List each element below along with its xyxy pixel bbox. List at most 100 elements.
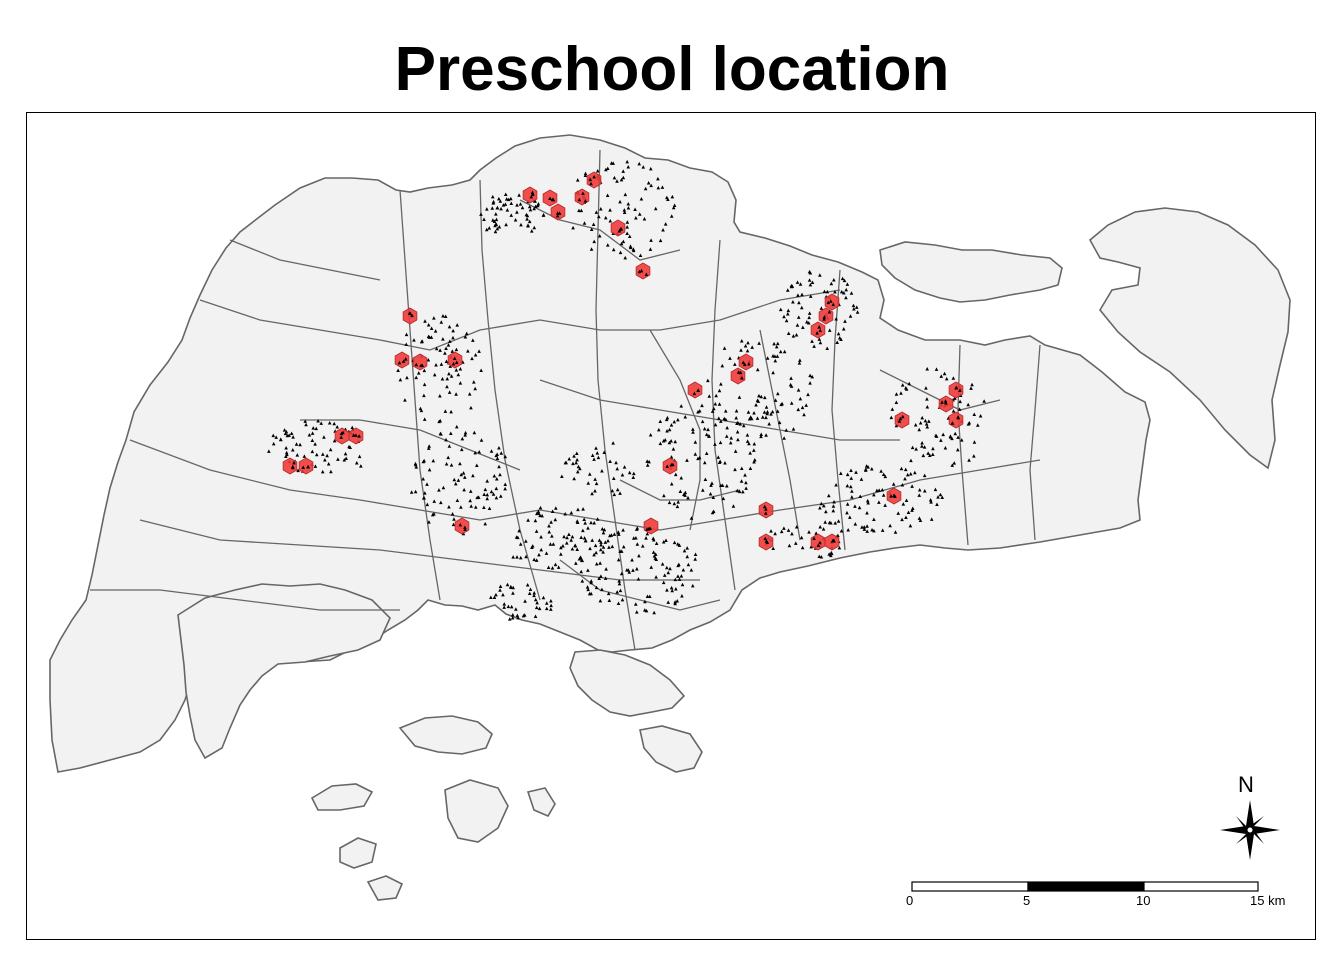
preschool-point <box>493 223 497 228</box>
preschool-point <box>596 455 601 460</box>
preschool-point <box>611 161 615 165</box>
preschool-point <box>849 291 854 295</box>
preschool-point <box>815 331 819 335</box>
preschool-point <box>634 215 638 220</box>
preschool-point <box>495 205 500 210</box>
preschool-point <box>503 482 508 486</box>
preschool-point <box>535 600 539 605</box>
cluster-hotspot <box>687 381 703 399</box>
preschool-point <box>786 308 791 313</box>
preschool-point <box>572 454 576 458</box>
preschool-point <box>731 504 736 508</box>
preschool-point <box>833 521 838 525</box>
preschool-point <box>594 550 598 555</box>
preschool-point <box>648 247 653 251</box>
preschool-point <box>447 444 452 448</box>
preschool-point <box>747 417 752 421</box>
preschool-point <box>434 346 439 351</box>
preschool-point <box>590 538 595 542</box>
preschool-point <box>458 461 462 466</box>
preschool-point <box>696 388 701 392</box>
preschool-point <box>896 511 901 515</box>
preschool-point <box>670 588 674 593</box>
preschool-point <box>336 457 340 461</box>
preschool-point <box>798 396 803 401</box>
preschool-point <box>444 359 449 364</box>
preschool-point <box>849 476 854 480</box>
preschool-point <box>517 528 521 533</box>
preschool-point <box>708 492 713 496</box>
preschool-point <box>665 428 669 433</box>
sentosa-island <box>569 649 686 717</box>
preschool-point <box>826 300 831 305</box>
preschool-point <box>796 293 800 297</box>
preschool-point <box>810 280 815 284</box>
preschool-point <box>492 595 497 600</box>
preschool-point <box>764 539 769 543</box>
preschool-point <box>619 241 624 246</box>
preschool-point <box>677 562 681 567</box>
preschool-point <box>741 489 745 494</box>
preschool-point <box>925 405 930 409</box>
preschool-point <box>637 269 642 274</box>
preschool-point <box>601 530 606 535</box>
preschool-point <box>735 429 740 434</box>
preschool-point <box>458 366 463 371</box>
preschool-point <box>733 467 737 472</box>
southern-island-3 <box>310 783 374 811</box>
preschool-point <box>487 506 492 510</box>
preschool-point <box>805 320 809 324</box>
preschool-point <box>817 325 822 329</box>
preschool-point <box>323 457 327 462</box>
preschool-point <box>794 333 799 337</box>
preschool-point <box>573 543 577 547</box>
cluster-hotspot <box>818 307 834 325</box>
preschool-point <box>938 492 943 497</box>
preschool-point <box>786 312 790 316</box>
preschool-point <box>635 526 640 530</box>
preschool-point <box>656 176 660 181</box>
preschool-point <box>652 610 656 615</box>
preschool-point <box>862 527 867 531</box>
preschool-point <box>909 458 913 463</box>
preschool-point <box>740 376 744 380</box>
preschool-point <box>470 356 474 361</box>
preschool-point <box>714 393 718 398</box>
preschool-point <box>796 315 801 319</box>
preschool-point <box>505 582 510 587</box>
preschool-point <box>322 435 326 439</box>
preschool-point <box>583 198 588 203</box>
preschool-point <box>782 314 786 319</box>
preschool-point <box>831 508 836 513</box>
preschool-point <box>677 577 682 581</box>
preschool-point <box>635 542 640 546</box>
preschool-point <box>454 392 458 396</box>
preschool-point <box>697 455 702 460</box>
preschool-point <box>503 202 508 206</box>
preschool-point <box>744 486 748 490</box>
preschool-point <box>494 217 499 222</box>
preschool-point <box>605 193 610 197</box>
preschool-point <box>302 454 307 458</box>
preschool-point <box>605 166 610 171</box>
preschool-point <box>516 535 520 540</box>
cluster-hotspot <box>810 321 826 339</box>
preschool-point <box>581 507 585 511</box>
preschool-point <box>468 489 473 493</box>
preschool-point <box>472 430 477 435</box>
preschool-point <box>956 415 960 419</box>
preschool-point <box>518 542 523 546</box>
preschool-point <box>511 591 515 595</box>
preschool-point <box>748 466 753 470</box>
preschool-point <box>539 547 544 552</box>
preschool-point <box>523 599 527 603</box>
cluster-hotspot <box>454 517 470 535</box>
preschool-point <box>423 491 427 495</box>
preschool-point <box>829 553 833 558</box>
preschool-point <box>422 496 426 500</box>
scale-label-0: 0 <box>906 893 914 908</box>
preschool-point <box>410 313 414 318</box>
preschool-point <box>679 404 684 408</box>
cluster-hotspots-layer <box>282 171 964 551</box>
preschool-point <box>913 423 918 427</box>
